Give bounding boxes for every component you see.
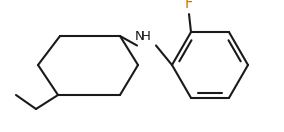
Text: H: H <box>141 29 151 43</box>
Text: N: N <box>135 30 145 44</box>
Text: F: F <box>185 0 193 11</box>
